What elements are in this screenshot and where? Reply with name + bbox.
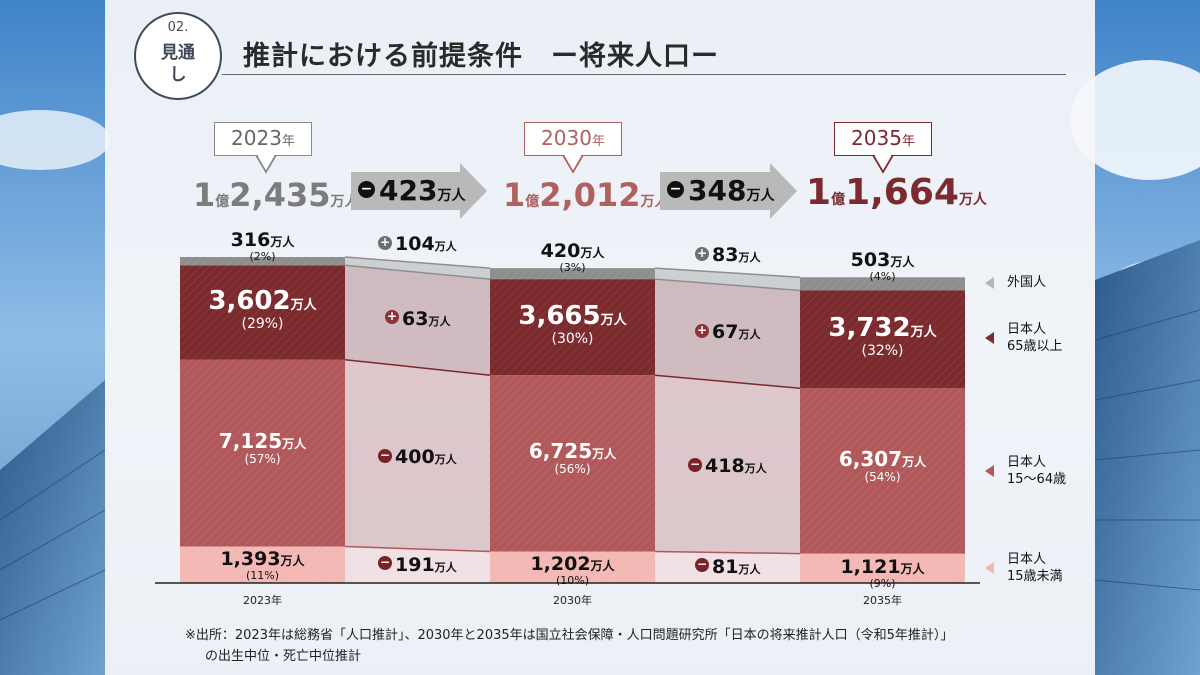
connector-working <box>655 375 800 554</box>
connector-edge <box>654 374 801 390</box>
label-working: 6,725万人 (56%) <box>528 439 617 477</box>
legend-young: 日本人 15歳未満 <box>985 551 1063 585</box>
connector-young <box>345 546 490 583</box>
section-label: 見通し <box>161 43 195 85</box>
plus-icon: + <box>378 234 392 250</box>
change-young-2: −81万人 <box>695 555 761 578</box>
minus-icon: − <box>358 180 375 198</box>
label-young: 1,202万人 (10%) <box>530 553 615 588</box>
connector-elderly <box>655 279 800 389</box>
x-tick-label: 2030年 <box>553 594 592 607</box>
plus-icon: + <box>695 245 709 261</box>
year-suffix: 年 <box>281 134 295 149</box>
x-tick-label: 2035年 <box>863 594 902 607</box>
page-title: 推計における前提条件 ー将来人口ー <box>243 41 719 72</box>
bar-hatch <box>490 551 655 583</box>
label-young: 1,393万人 (11%) <box>220 548 305 583</box>
label-foreign: 420万人 (3%) <box>540 240 605 275</box>
connector-edge <box>344 545 491 553</box>
label-working: 6,307万人 (54%) <box>838 446 927 484</box>
year-label: 2023 <box>231 126 282 150</box>
minus-icon: − <box>378 447 392 463</box>
label-elderly: 3,665万人 (30%) <box>518 301 627 348</box>
total-2035: 1億1,664万人 <box>806 172 987 213</box>
change-elderly-2: +67万人 <box>695 321 761 344</box>
legend-marker <box>985 276 994 289</box>
label-foreign: 503万人 (4%) <box>850 249 915 284</box>
connector-edge <box>654 550 801 555</box>
year-suffix: 年 <box>591 134 605 149</box>
legend-marker <box>985 562 994 574</box>
label-young: 1,121万人 (9%) <box>840 555 925 590</box>
bar-hatch <box>800 553 965 583</box>
legend-marker <box>985 332 994 344</box>
connector-elderly <box>345 265 490 376</box>
legend-foreign: 外国人 <box>985 274 1046 291</box>
bar-hatch <box>800 290 965 389</box>
section-number: 02. <box>167 20 189 35</box>
year-label: 2035 <box>851 126 902 150</box>
legend-working: 日本人 15〜64歳 <box>985 454 1066 488</box>
label-working: 7,125万人 (57%) <box>218 429 307 467</box>
connector-edge <box>344 358 491 376</box>
bar-hatch <box>180 265 345 360</box>
plus-icon: + <box>695 322 709 338</box>
plus-icon: + <box>385 309 399 325</box>
change-working-2: −418万人 <box>688 455 767 478</box>
connector-young <box>655 551 800 583</box>
bar-hatch <box>490 268 655 280</box>
change-arrow-1 <box>351 163 487 219</box>
change-total-1: −423万人 <box>358 174 465 207</box>
total-2030: 1億2,012万人 <box>503 176 669 214</box>
total-2023: 1億2,435万人 <box>193 176 359 214</box>
year-box-masks <box>258 154 891 157</box>
connector-working <box>345 359 490 552</box>
label-elderly: 3,732万人 (32%) <box>828 313 937 360</box>
minus-icon: − <box>378 555 392 571</box>
minus-icon: − <box>695 557 709 573</box>
minus-icon: − <box>688 456 702 472</box>
label-foreign: 316万人 (2%) <box>230 229 295 263</box>
minus-icon: − <box>667 180 684 198</box>
title-divider <box>222 74 1066 75</box>
legend-marker <box>985 465 994 477</box>
connector-edge <box>344 264 491 280</box>
change-arrows <box>351 163 797 219</box>
change-elderly-1: +63万人 <box>385 307 451 330</box>
year-label: 2030 <box>541 126 592 150</box>
change-foreign-1: +104万人 <box>378 233 457 255</box>
year-box-2035: 2035年 <box>834 122 932 156</box>
label-elderly: 3,602万人 (29%) <box>208 286 317 333</box>
legend-elderly: 日本人 65歳以上 <box>985 321 1063 355</box>
change-foreign-2: +83万人 <box>695 244 761 267</box>
connector-foreign <box>655 268 800 291</box>
bar-hatch <box>180 359 345 547</box>
connector-foreign <box>345 257 490 280</box>
change-total-2: −348万人 <box>667 174 774 207</box>
bar-hatch <box>490 279 655 376</box>
connector-edge <box>654 278 801 292</box>
source-note-cont: の出生中位・死亡中位推計 <box>205 649 362 664</box>
connector-edge <box>654 267 801 279</box>
change-arrow-2 <box>660 163 797 219</box>
connector-edge <box>344 256 491 269</box>
year-box-2030: 2030年 <box>524 122 622 156</box>
year-suffix: 年 <box>901 134 915 149</box>
bar-hatch <box>800 388 965 554</box>
bar-hatch <box>800 277 965 291</box>
section-badge: 02. 見通し <box>134 12 222 100</box>
change-young-1: −191万人 <box>378 553 457 576</box>
bar-hatch <box>180 257 345 266</box>
source-note: ※出所：2023年は総務省「人口推計」、2030年と2035年は国立社会保障・人… <box>185 628 954 643</box>
bar-hatch <box>490 375 655 552</box>
bar-hatch <box>180 546 345 583</box>
change-working-1: −400万人 <box>378 446 457 469</box>
x-tick-label: 2023年 <box>243 594 282 607</box>
